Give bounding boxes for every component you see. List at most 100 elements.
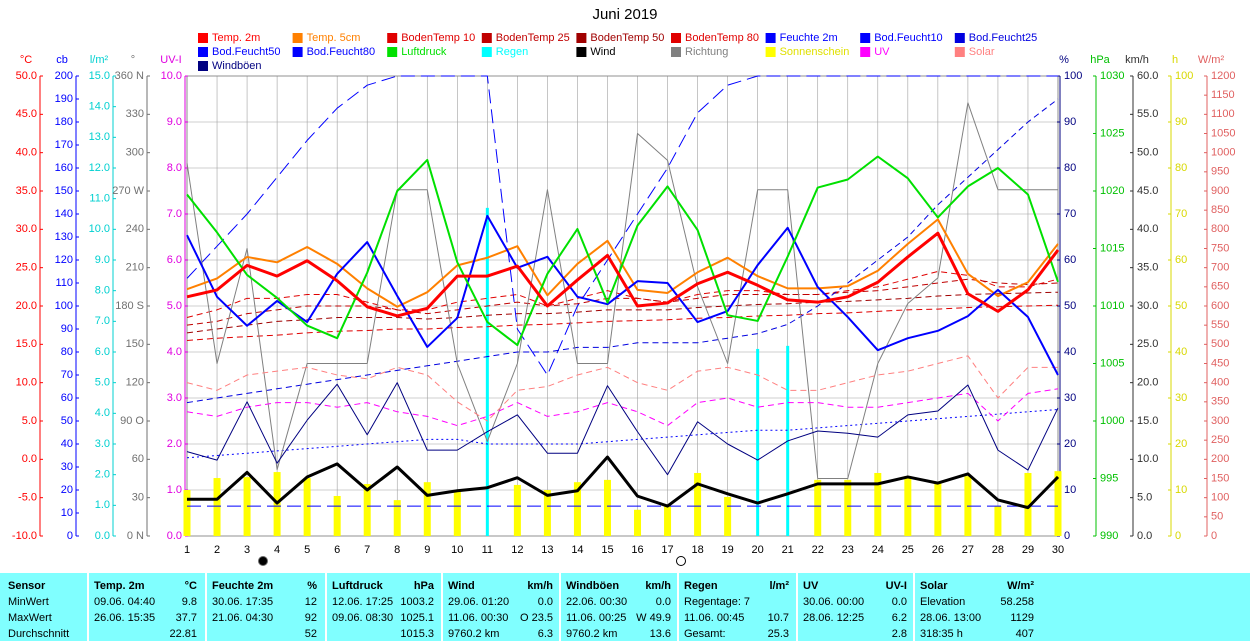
table-cell: 92 bbox=[305, 612, 317, 624]
table-cell: Regentage: 7 bbox=[684, 596, 750, 608]
legend-label: Temp. 2m bbox=[212, 32, 260, 44]
table-cell: 0.0 bbox=[656, 596, 671, 608]
y-tick-label: 8.0 bbox=[95, 285, 110, 297]
table-cell: 09.06. 04:40 bbox=[94, 596, 155, 608]
table-background bbox=[0, 573, 1250, 641]
y-tick-label: 70 bbox=[1175, 208, 1187, 220]
x-tick-label: 25 bbox=[902, 544, 914, 556]
bar bbox=[543, 490, 551, 536]
legend-label: Sonnenschein bbox=[780, 46, 850, 58]
y-tick-label: 25.0 bbox=[1137, 338, 1158, 350]
y-tick-label: 40.0 bbox=[16, 147, 37, 159]
bar bbox=[1024, 472, 1032, 536]
y-tick-label: 6.0 bbox=[167, 254, 182, 266]
x-tick-label: 17 bbox=[661, 544, 673, 556]
table-cell: 21.06. 04:30 bbox=[212, 612, 273, 624]
legend-swatch bbox=[671, 47, 681, 57]
y-tick-label: 0.0 bbox=[1137, 530, 1152, 542]
legend-label: BodenTemp 10 bbox=[401, 32, 475, 44]
bar bbox=[453, 491, 461, 536]
chart-title: Juni 2019 bbox=[592, 6, 657, 23]
y-tick-label: 5.0 bbox=[167, 300, 182, 312]
y-tick-label: 14.0 bbox=[89, 101, 110, 113]
legend-label: Luftdruck bbox=[401, 46, 447, 58]
y-tick-label: 2.0 bbox=[95, 469, 110, 481]
bar bbox=[363, 484, 371, 536]
x-tick-label: 6 bbox=[334, 544, 340, 556]
axis-title: l/m² bbox=[90, 54, 109, 66]
y-tick-label: 60.0 bbox=[1137, 70, 1158, 82]
series-line bbox=[186, 388, 1059, 427]
x-tick-label: 7 bbox=[364, 544, 370, 556]
y-tick-label: 300 bbox=[1211, 415, 1229, 427]
x-tick-label: 24 bbox=[872, 544, 884, 556]
y-tick-label: 20.0 bbox=[16, 300, 37, 312]
y-tick-label: 1100 bbox=[1211, 108, 1235, 120]
bar bbox=[303, 478, 311, 536]
x-tick-label: 1 bbox=[184, 544, 190, 556]
x-tick-label: 10 bbox=[451, 544, 463, 556]
y-tick-label: 270 W bbox=[112, 185, 144, 197]
series-line bbox=[187, 455, 1060, 510]
y-tick-label: 1050 bbox=[1211, 127, 1235, 139]
x-tick-label: 21 bbox=[782, 544, 794, 556]
y-tick-label: 11.0 bbox=[89, 193, 110, 205]
y-tick-label: 7.0 bbox=[95, 315, 110, 327]
table-cell: Temp. 2m bbox=[94, 580, 145, 592]
y-tick-label: 60 bbox=[1064, 254, 1076, 266]
y-tick-label: 4.0 bbox=[167, 346, 182, 358]
y-tick-label: 300 bbox=[126, 147, 144, 159]
table-cell: 2.8 bbox=[892, 628, 907, 640]
y-tick-label: 180 S bbox=[115, 300, 144, 312]
series-line bbox=[186, 355, 1058, 422]
table-cell: 12.06. 17:25 bbox=[332, 596, 393, 608]
table-cell: Gesamt: bbox=[684, 628, 726, 640]
y-tick-label: 100 bbox=[1064, 70, 1082, 82]
y-tick-label: 20 bbox=[1064, 438, 1076, 450]
y-tick-label: 5.0 bbox=[22, 415, 37, 427]
table-cell: km/h bbox=[527, 580, 553, 592]
y-tick-label: 1150 bbox=[1211, 89, 1235, 101]
y-tick-label: 15.0 bbox=[89, 70, 110, 82]
bar bbox=[814, 479, 822, 536]
y-tick-label: 50 bbox=[1211, 511, 1223, 523]
table-cell: 9760.2 km bbox=[448, 628, 499, 640]
y-tick-label: 10 bbox=[1175, 484, 1187, 496]
y-tick-label: 10.0 bbox=[89, 223, 110, 235]
legend-label: BodenTemp 80 bbox=[685, 32, 759, 44]
y-tick-label: 50.0 bbox=[1137, 147, 1158, 159]
y-tick-label: 13.0 bbox=[89, 131, 110, 143]
y-tick-label: 1200 bbox=[1211, 70, 1235, 82]
y-tick-label: 15.0 bbox=[1137, 415, 1158, 427]
table-cell: 09.06. 08:30 bbox=[332, 612, 393, 624]
y-tick-label: 990 bbox=[1100, 530, 1118, 542]
y-tick-label: 50 bbox=[1064, 300, 1076, 312]
y-tick-label: 200 bbox=[1211, 453, 1229, 465]
axis-title: W/m² bbox=[1198, 54, 1225, 66]
table-cell: UV-I bbox=[886, 580, 907, 592]
bar bbox=[634, 509, 642, 536]
table-cell: UV bbox=[803, 580, 819, 592]
legend-swatch bbox=[954, 47, 965, 57]
y-tick-label: 100 bbox=[1175, 70, 1193, 82]
x-tick-label: 23 bbox=[842, 544, 854, 556]
y-tick-label: 80 bbox=[1175, 162, 1187, 174]
x-tick-label: 4 bbox=[274, 544, 280, 556]
y-tick-label: 800 bbox=[1211, 223, 1229, 235]
x-tick-label: 8 bbox=[394, 544, 400, 556]
table-cell: 0.0 bbox=[538, 596, 553, 608]
y-tick-label: 200 bbox=[55, 70, 73, 82]
table-cell: MaxWert bbox=[8, 612, 52, 624]
bar bbox=[756, 348, 760, 536]
y-tick-label: 750 bbox=[1211, 242, 1229, 254]
y-tick-label: 8.0 bbox=[167, 162, 182, 174]
y-tick-label: 160 bbox=[55, 162, 73, 174]
y-tick-label: 650 bbox=[1211, 281, 1229, 293]
table-cell: km/h bbox=[645, 580, 671, 592]
table-cell: 1015.3 bbox=[400, 628, 434, 640]
series-line bbox=[186, 155, 1059, 347]
y-tick-label: 70 bbox=[61, 369, 73, 381]
legend-label: Regen bbox=[496, 46, 528, 58]
table-cell: 6.3 bbox=[538, 628, 553, 640]
